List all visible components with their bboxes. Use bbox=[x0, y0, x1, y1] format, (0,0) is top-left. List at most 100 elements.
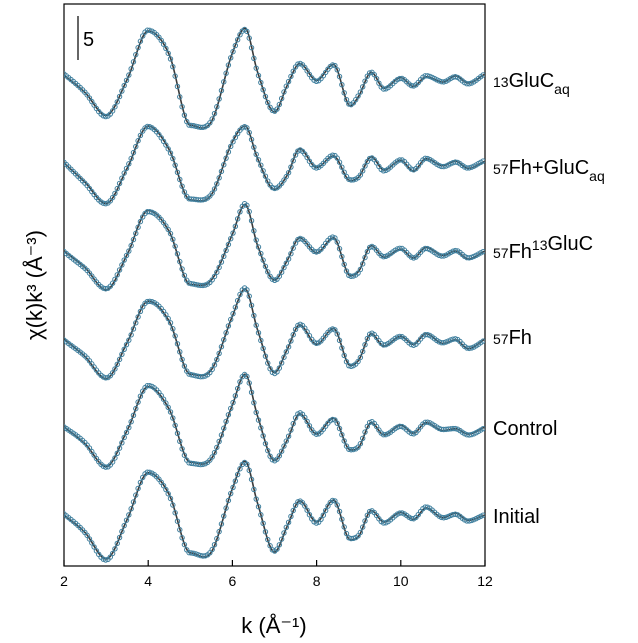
data-point bbox=[244, 287, 250, 293]
data-point bbox=[174, 518, 181, 524]
data-point bbox=[322, 507, 329, 514]
data-point bbox=[244, 28, 250, 35]
data-point bbox=[135, 485, 141, 492]
x-tick-label: 12 bbox=[477, 573, 493, 589]
data-point bbox=[167, 56, 174, 62]
data-point bbox=[228, 236, 234, 242]
data-point bbox=[140, 33, 146, 39]
data-point bbox=[397, 157, 403, 163]
data-point bbox=[137, 479, 144, 486]
data-point bbox=[283, 260, 289, 266]
data-point bbox=[246, 293, 252, 299]
data-point bbox=[209, 546, 215, 553]
data-point bbox=[366, 70, 373, 76]
data-point bbox=[179, 183, 185, 189]
data-point bbox=[102, 557, 109, 563]
data-point bbox=[112, 104, 118, 110]
data-point bbox=[126, 72, 132, 78]
data-point bbox=[211, 449, 218, 456]
data-point bbox=[109, 108, 116, 114]
data-point bbox=[225, 497, 232, 504]
data-point bbox=[107, 554, 114, 560]
data-point bbox=[258, 250, 264, 257]
data-point bbox=[362, 163, 368, 169]
data-point bbox=[258, 337, 264, 344]
data-point bbox=[221, 425, 227, 431]
data-point bbox=[283, 349, 289, 355]
data-point bbox=[218, 87, 225, 94]
data-point bbox=[373, 75, 380, 82]
data-point bbox=[234, 37, 241, 43]
data-point bbox=[325, 503, 331, 509]
data-point bbox=[255, 504, 262, 510]
data-point bbox=[360, 435, 366, 441]
data-point bbox=[339, 432, 345, 438]
data-point bbox=[165, 146, 171, 152]
data-point bbox=[160, 483, 167, 489]
data-point bbox=[343, 359, 350, 365]
data-point bbox=[246, 208, 252, 215]
data-point bbox=[225, 149, 232, 155]
data-point bbox=[290, 245, 296, 251]
data-point bbox=[234, 471, 241, 478]
data-point bbox=[114, 272, 120, 278]
data-point bbox=[466, 345, 472, 352]
data-point bbox=[334, 67, 340, 73]
data-point bbox=[228, 490, 234, 497]
data-point bbox=[109, 459, 116, 465]
data-point bbox=[343, 96, 350, 103]
data-point bbox=[109, 370, 116, 376]
data-point bbox=[336, 73, 343, 80]
data-point bbox=[248, 476, 255, 483]
data-point bbox=[119, 528, 125, 535]
plot-frame bbox=[63, 3, 486, 567]
data-point bbox=[253, 496, 259, 502]
data-point bbox=[251, 312, 257, 319]
data-point bbox=[260, 433, 266, 439]
data-point bbox=[255, 417, 262, 423]
data-point bbox=[228, 143, 234, 150]
data-point bbox=[221, 162, 227, 168]
data-point bbox=[119, 262, 125, 268]
data-point bbox=[380, 168, 387, 174]
data-point bbox=[209, 454, 215, 460]
data-point bbox=[452, 74, 459, 80]
data-point bbox=[119, 351, 125, 357]
data-point bbox=[278, 269, 285, 275]
data-point bbox=[223, 418, 229, 425]
data-point bbox=[181, 272, 188, 279]
data-point bbox=[360, 348, 366, 355]
data-point bbox=[128, 66, 134, 72]
data-point bbox=[128, 242, 134, 249]
data-point bbox=[424, 419, 431, 425]
data-point bbox=[246, 129, 252, 136]
data-point bbox=[200, 282, 206, 289]
data-point bbox=[334, 239, 340, 245]
data-point bbox=[441, 79, 447, 85]
data-point bbox=[283, 173, 289, 180]
data-point bbox=[172, 73, 178, 79]
data-point bbox=[350, 535, 357, 542]
data-point bbox=[339, 345, 345, 351]
data-point bbox=[285, 344, 292, 350]
data-point bbox=[360, 168, 366, 174]
data-point bbox=[177, 438, 183, 444]
data-point bbox=[306, 423, 313, 429]
x-axis-title: k (Å⁻¹) bbox=[241, 613, 306, 638]
data-point bbox=[114, 99, 120, 105]
data-point bbox=[329, 497, 336, 504]
data-point bbox=[262, 353, 269, 359]
data-point bbox=[304, 418, 310, 425]
data-point bbox=[123, 517, 130, 523]
data-point bbox=[362, 518, 368, 524]
data-point bbox=[306, 332, 313, 339]
data-point bbox=[397, 75, 403, 82]
data-point bbox=[121, 434, 127, 441]
data-point bbox=[112, 366, 118, 372]
data-point bbox=[278, 360, 285, 366]
series-label: 57Fh bbox=[493, 327, 532, 349]
data-point bbox=[177, 258, 183, 265]
data-point bbox=[112, 546, 118, 552]
data-point bbox=[313, 340, 320, 347]
data-point bbox=[177, 349, 183, 355]
